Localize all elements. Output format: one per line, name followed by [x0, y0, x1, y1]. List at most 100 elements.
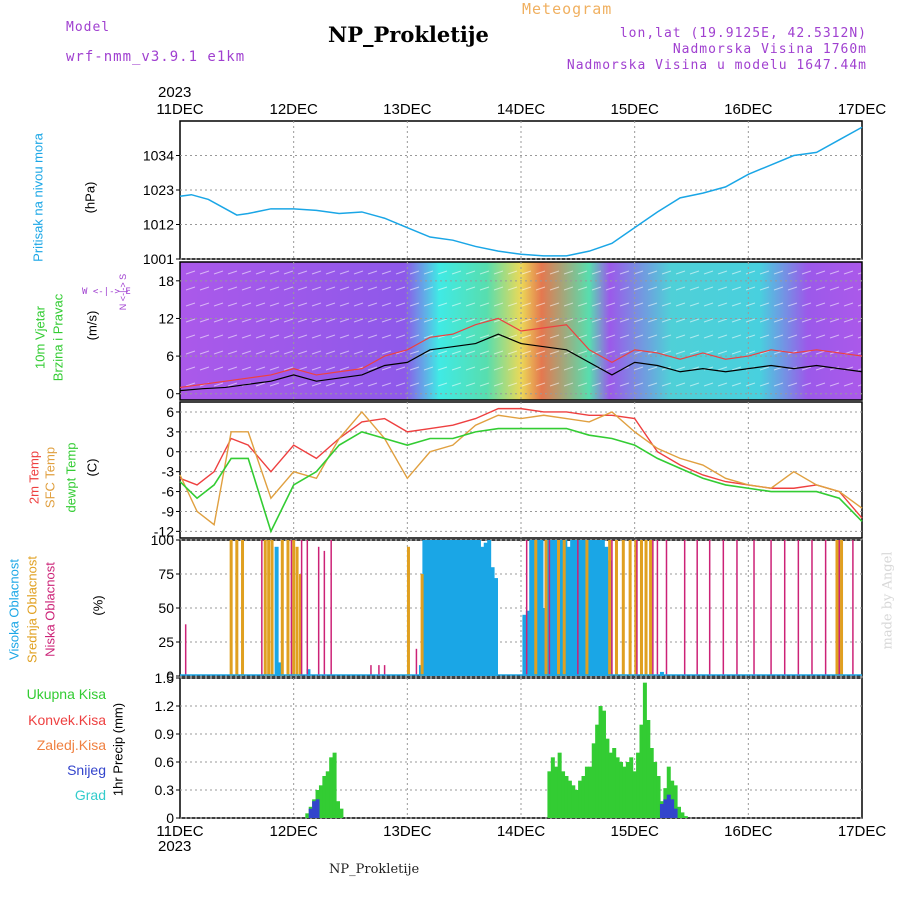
- cloud-mid-bar: [298, 574, 302, 676]
- wind-arrow-row: [185, 334, 868, 339]
- cloud-high-bar: [573, 540, 578, 676]
- cloud-high-bar: [425, 540, 430, 676]
- precip-snow-bar: [670, 799, 675, 818]
- cloud-high-bar: [446, 540, 451, 676]
- cloud-high-bar: [566, 546, 571, 676]
- cloud-high-bar: [432, 540, 437, 676]
- precip-total-bar: [649, 748, 654, 818]
- precip-total-bar: [615, 757, 620, 818]
- pressure-line: [179, 126, 863, 257]
- y-tick-label: 3: [166, 424, 174, 440]
- precip-total-bar: [567, 780, 572, 818]
- subtitle: Meteogram: [522, 0, 613, 18]
- cloud-high-bar: [306, 669, 311, 676]
- cloud-low-bar: [611, 540, 613, 676]
- wind-arrow-row: [185, 382, 868, 387]
- precip-total-bar: [554, 766, 559, 818]
- altitude-label: Nadmorska Visina 1760m: [672, 42, 867, 57]
- cloud-high-bar: [600, 540, 605, 676]
- y-tick-label: 6: [166, 404, 174, 420]
- x-tick-label-bottom: 11DEC: [156, 823, 203, 840]
- cloud-high-bar: [597, 540, 602, 676]
- cloud-low-bar: [722, 540, 725, 676]
- y-tick-label: 0: [166, 810, 174, 826]
- cloud-low-bar: [323, 550, 326, 676]
- legend-total-rain: Ukupna Kisa: [26, 686, 106, 702]
- cloud-mid-bar: [628, 540, 632, 676]
- y-tick-label: 100: [151, 532, 175, 548]
- x-tick-label-top: 16DEC: [724, 101, 773, 118]
- cloud-mid-bar: [835, 540, 839, 676]
- cloud-high-bar: [487, 540, 492, 676]
- precip-snow-bar: [666, 794, 671, 818]
- cloud-high-bar: [529, 540, 534, 676]
- cloud-low-bar: [306, 540, 309, 676]
- cloud-mid-bar: [241, 540, 245, 676]
- precip-total-bar: [680, 812, 685, 818]
- precip-total-bar: [547, 771, 552, 818]
- cloud-low-bar: [300, 540, 303, 676]
- precip-snow-bar: [315, 799, 320, 818]
- precip-total-bar: [339, 808, 344, 818]
- x-tick-label-top: 17DEC: [838, 101, 887, 118]
- cloud-low-bar: [852, 540, 854, 676]
- x-tick-label-top: 13DEC: [383, 101, 432, 118]
- cloud-low-bar: [261, 540, 263, 676]
- x-tick-label-top: 14DEC: [497, 101, 546, 118]
- precip-total-bar: [335, 801, 340, 818]
- cloud-low-bar: [636, 540, 638, 676]
- precip-total-bar: [676, 806, 681, 818]
- y-tick-label: 1.5: [155, 670, 175, 686]
- cloud-low-bar: [838, 540, 841, 676]
- cloud-low-bar: [665, 540, 668, 676]
- x-tick-label-bottom: 13DEC: [383, 823, 432, 840]
- y-tick-label: -6: [162, 484, 175, 500]
- precip-total-bar: [653, 762, 658, 818]
- cloud-low-bar: [708, 540, 711, 676]
- precip-total-bar: [601, 710, 606, 818]
- precip-snow-bar: [673, 808, 678, 818]
- cloud-mid-bar: [557, 540, 561, 676]
- cloud-high-bar: [470, 540, 475, 676]
- cloud-high-bar: [546, 540, 551, 676]
- cloud-high-bar: [422, 540, 427, 676]
- precip-snow-bar: [308, 808, 313, 818]
- cloud-mid-bar: [534, 540, 538, 676]
- wind-arrow-row: [185, 318, 868, 323]
- precip-total-bar: [656, 776, 661, 818]
- cloud-low-bar: [184, 624, 187, 676]
- cloud-mid-bar: [292, 540, 296, 676]
- cloud-mid-bar: [295, 546, 299, 676]
- cloud-low-bar: [370, 665, 372, 676]
- cloud-high-bar: [659, 671, 664, 676]
- y-tick-label: 25: [158, 634, 174, 650]
- cloud-high-bar: [459, 540, 464, 676]
- y-tick-label: 1.2: [155, 698, 175, 714]
- cloud-high-bar: [456, 540, 461, 676]
- precip-total-bar: [625, 762, 630, 818]
- precip-total-bar: [608, 752, 613, 818]
- precip-total-bar: [642, 682, 647, 818]
- precip-total-bar: [318, 785, 323, 818]
- cloud-mid-bar: [270, 540, 274, 676]
- wind-compass: W <-|-> E: [82, 287, 131, 297]
- cloud-low-bar: [656, 540, 659, 676]
- cloud-low-bar: [548, 540, 551, 676]
- precip-snow-bar: [312, 801, 317, 818]
- precip-total-bar: [683, 816, 688, 818]
- model-label: Model: [66, 20, 111, 35]
- precip-total-bar: [325, 771, 330, 818]
- y-tick-label: 75: [158, 566, 174, 582]
- x-tick-label-top: 12DEC: [269, 101, 318, 118]
- cloud-low-bar: [797, 540, 800, 676]
- cloud-mid-bar: [608, 540, 612, 676]
- legend-freezing-rain: Zaledj.Kisa: [36, 737, 106, 753]
- lonlat-label: lon,lat (19.9125E, 42.5312N): [619, 26, 867, 41]
- x-tick-label-bottom: 15DEC: [610, 823, 659, 840]
- cloud-low-bar: [317, 546, 320, 676]
- cloud-mid-bar: [840, 540, 844, 676]
- cloud-high-bar: [466, 540, 471, 676]
- precip-total-bar: [673, 785, 678, 818]
- cloud-high-bar: [490, 567, 495, 676]
- precip-total-bar: [591, 743, 596, 818]
